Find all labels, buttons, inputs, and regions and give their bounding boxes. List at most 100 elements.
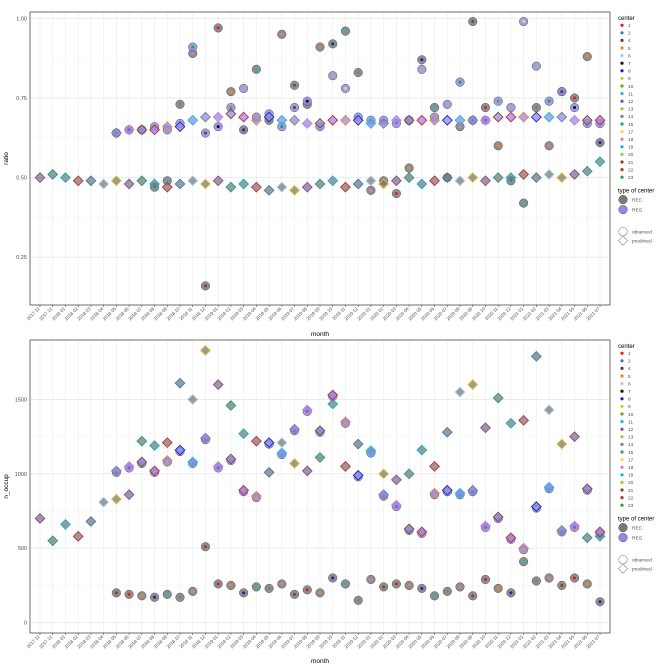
point-center-dot	[458, 80, 462, 84]
legend-center-label: 10	[628, 412, 634, 418]
point-predicted-rec	[581, 165, 593, 177]
point-predicted-rec	[60, 172, 71, 184]
point-predicted-rec	[594, 156, 606, 168]
point-predicted-rec	[161, 437, 173, 449]
point-center-dot	[458, 125, 462, 129]
legend-center-dot	[620, 427, 624, 431]
point-predicted-rec	[543, 404, 555, 416]
legend-center-dot	[620, 76, 624, 80]
legend-center-label: 20	[628, 480, 634, 486]
point-predicted-reg	[530, 111, 542, 123]
point-predicted-reg	[263, 437, 275, 449]
legend-2: center1245678910111213141517181920212223…	[617, 344, 654, 574]
point-center-dot	[293, 592, 297, 596]
point-predicted-reg	[149, 124, 160, 136]
point-predicted-rec	[340, 460, 351, 472]
point-predicted-reg	[301, 404, 313, 416]
point-predicted-reg	[327, 389, 339, 401]
legend-shape-label: observed	[632, 558, 652, 564]
legend-center-dot	[620, 442, 624, 446]
point-center-dot	[216, 125, 220, 129]
legend-shape-label: observed	[632, 230, 652, 236]
legend-center-label: 17	[628, 457, 634, 463]
legend-center-label: 21	[628, 488, 634, 494]
legend-center-dot	[620, 84, 624, 88]
legend-center-label: 13	[628, 435, 634, 441]
legend-center-dot	[620, 107, 624, 111]
point-predicted-reg	[492, 511, 504, 523]
legend-center-label: 13	[628, 107, 634, 113]
point-center-dot	[420, 67, 424, 71]
point-predicted-rec	[518, 414, 530, 426]
point-center-dot	[343, 29, 347, 33]
point-predicted-reg	[161, 455, 173, 466]
legend-center-label: 14	[628, 114, 634, 120]
legend-center-dot	[620, 366, 624, 370]
point-predicted-rec	[467, 379, 479, 391]
point-predicted-reg	[212, 460, 224, 472]
point-predicted-rec	[98, 496, 110, 508]
legend-shape-diamond	[617, 563, 629, 574]
legend-center-label: 7	[628, 389, 631, 395]
point-predicted-rec	[390, 175, 402, 187]
point-predicted-rec	[72, 175, 84, 187]
legend-center-dot	[620, 38, 624, 43]
legend-center-label: 18	[628, 465, 634, 471]
legend-title-center: center	[618, 16, 635, 22]
point-center-dot	[242, 591, 246, 595]
legend-center-dot	[620, 480, 624, 484]
legend-title-type: type of center	[618, 189, 654, 195]
legend-center-dot	[620, 420, 624, 424]
point-center-dot	[534, 579, 538, 583]
y-tick-label: 0.25	[16, 255, 27, 261]
legend-center-label: 22	[628, 495, 634, 501]
point-predicted-rec	[212, 175, 224, 187]
point-predicted-rec	[289, 184, 300, 196]
point-predicted-rec	[263, 184, 275, 196]
x-axis-title: month	[311, 331, 329, 338]
point-predicted-reg	[365, 118, 377, 129]
point-center-dot	[585, 582, 589, 586]
legend-shape-label: predicted	[632, 567, 652, 573]
point-predicted-rec	[340, 181, 351, 193]
point-predicted-reg	[263, 111, 275, 123]
point-predicted-reg	[136, 456, 148, 468]
legend-center-dot	[620, 404, 624, 408]
point-predicted-rec	[480, 175, 491, 187]
legend-center-label: 15	[628, 122, 634, 128]
point-center-dot	[280, 32, 284, 36]
point-center-dot	[293, 83, 297, 87]
point-predicted-rec	[327, 398, 339, 410]
point-center-dot	[229, 583, 233, 587]
legend-type-swatch	[618, 195, 628, 205]
legend-center-dot	[620, 152, 624, 156]
legend-center-dot	[620, 114, 624, 118]
legend-center-label: 5	[628, 46, 631, 52]
point-predicted-rec	[289, 458, 300, 469]
legend-center-dot	[620, 450, 624, 454]
legend-center-label: 23	[628, 175, 634, 181]
point-predicted-reg	[505, 532, 517, 544]
point-predicted-rec	[47, 168, 59, 180]
point-predicted-rec	[378, 468, 390, 480]
y-tick-label: 1.00	[16, 16, 27, 22]
legend-type-label: REC	[632, 198, 643, 204]
point-predicted-rec	[505, 417, 517, 429]
point-predicted-reg	[149, 465, 160, 477]
point-predicted-rec	[149, 440, 160, 452]
point-center-dot	[216, 582, 220, 586]
point-predicted-rec	[429, 175, 440, 187]
legend-center-dot	[620, 496, 624, 500]
point-predicted-reg	[454, 114, 466, 126]
point-predicted-reg	[518, 542, 530, 554]
point-center-dot	[229, 106, 233, 110]
point-center-dot	[547, 576, 551, 580]
point-predicted-reg	[518, 111, 530, 123]
point-center-dot	[534, 64, 538, 68]
legend-center-label: 14	[628, 442, 634, 448]
point-predicted-rec	[416, 444, 428, 456]
point-predicted-reg	[314, 118, 326, 129]
point-predicted-reg	[340, 416, 351, 428]
